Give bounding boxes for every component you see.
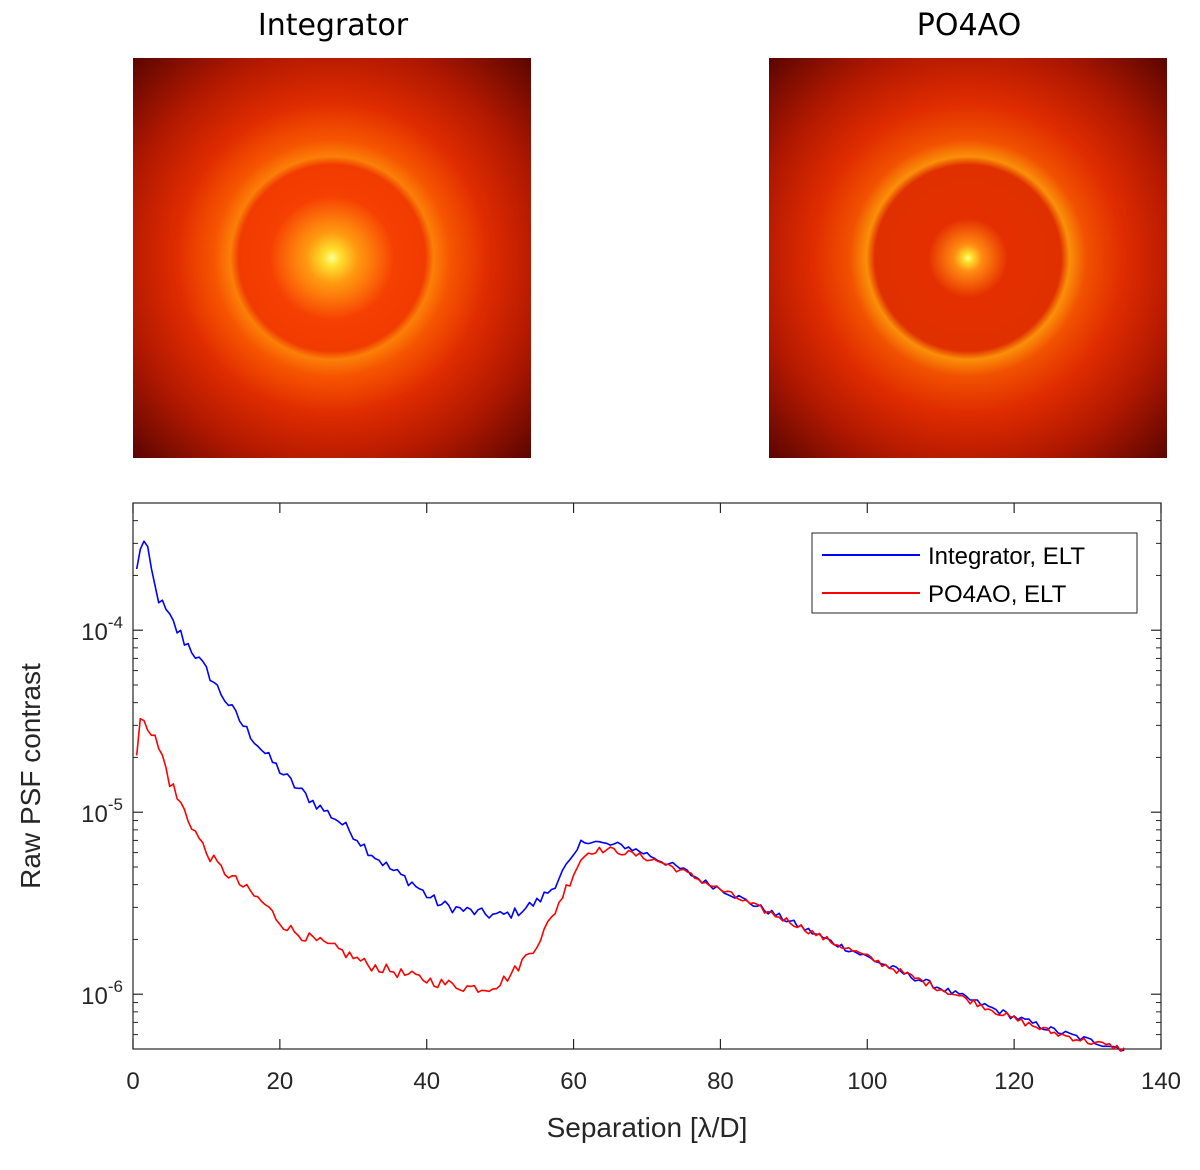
series-line-po4ao xyxy=(135,717,1125,1052)
integrator-image-title: Integrator xyxy=(257,8,409,43)
y-axis-label: Raw PSF contrast xyxy=(15,663,46,889)
y-tick-exponent: -6 xyxy=(108,977,123,996)
x-tick-label: 0 xyxy=(126,1068,139,1095)
legend-box xyxy=(811,532,1138,614)
series-layer xyxy=(135,540,1125,1052)
x-tick-label: 20 xyxy=(267,1068,294,1095)
x-tick-label: 140 xyxy=(1141,1068,1181,1095)
y-tick-exponent: -5 xyxy=(108,795,123,814)
po4ao-psf-image xyxy=(769,58,1167,458)
integrator-psf-image xyxy=(133,58,531,458)
x-tick-label: 80 xyxy=(707,1068,734,1095)
legend: Integrator, ELT PO4AO, ELT xyxy=(811,532,1138,614)
series-line-integrator xyxy=(135,540,1125,1052)
y-tick-exponent: -4 xyxy=(108,613,123,632)
x-tick-label: 40 xyxy=(413,1068,440,1095)
y-tick-base: 10 xyxy=(81,983,108,1010)
y-tick-base: 10 xyxy=(81,801,108,828)
x-tick-label: 60 xyxy=(560,1068,587,1095)
x-tick-label: 120 xyxy=(994,1068,1034,1095)
po4ao-image-title: PO4AO xyxy=(916,8,1022,43)
y-tick-base: 10 xyxy=(81,619,108,646)
y-tick-label: 10-4 xyxy=(81,613,123,646)
y-tick-label: 10-5 xyxy=(81,795,123,828)
x-axis-label: Separation [λ/D] xyxy=(547,1112,748,1143)
legend-label-po4ao: PO4AO, ELT xyxy=(928,581,1067,608)
y-tick-label: 10-6 xyxy=(81,977,123,1010)
x-tick-label: 100 xyxy=(847,1068,887,1095)
legend-label-integrator: Integrator, ELT xyxy=(928,543,1085,570)
